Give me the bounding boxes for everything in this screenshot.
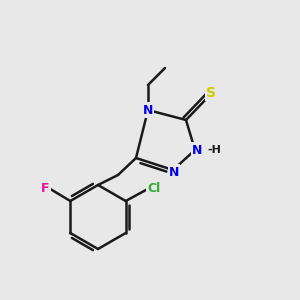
Text: -H: -H xyxy=(207,145,221,155)
Text: N: N xyxy=(192,143,202,157)
Text: F: F xyxy=(41,182,50,196)
Text: S: S xyxy=(206,86,216,100)
Text: N: N xyxy=(143,103,153,116)
Text: Cl: Cl xyxy=(147,182,160,196)
Text: N: N xyxy=(169,166,179,178)
